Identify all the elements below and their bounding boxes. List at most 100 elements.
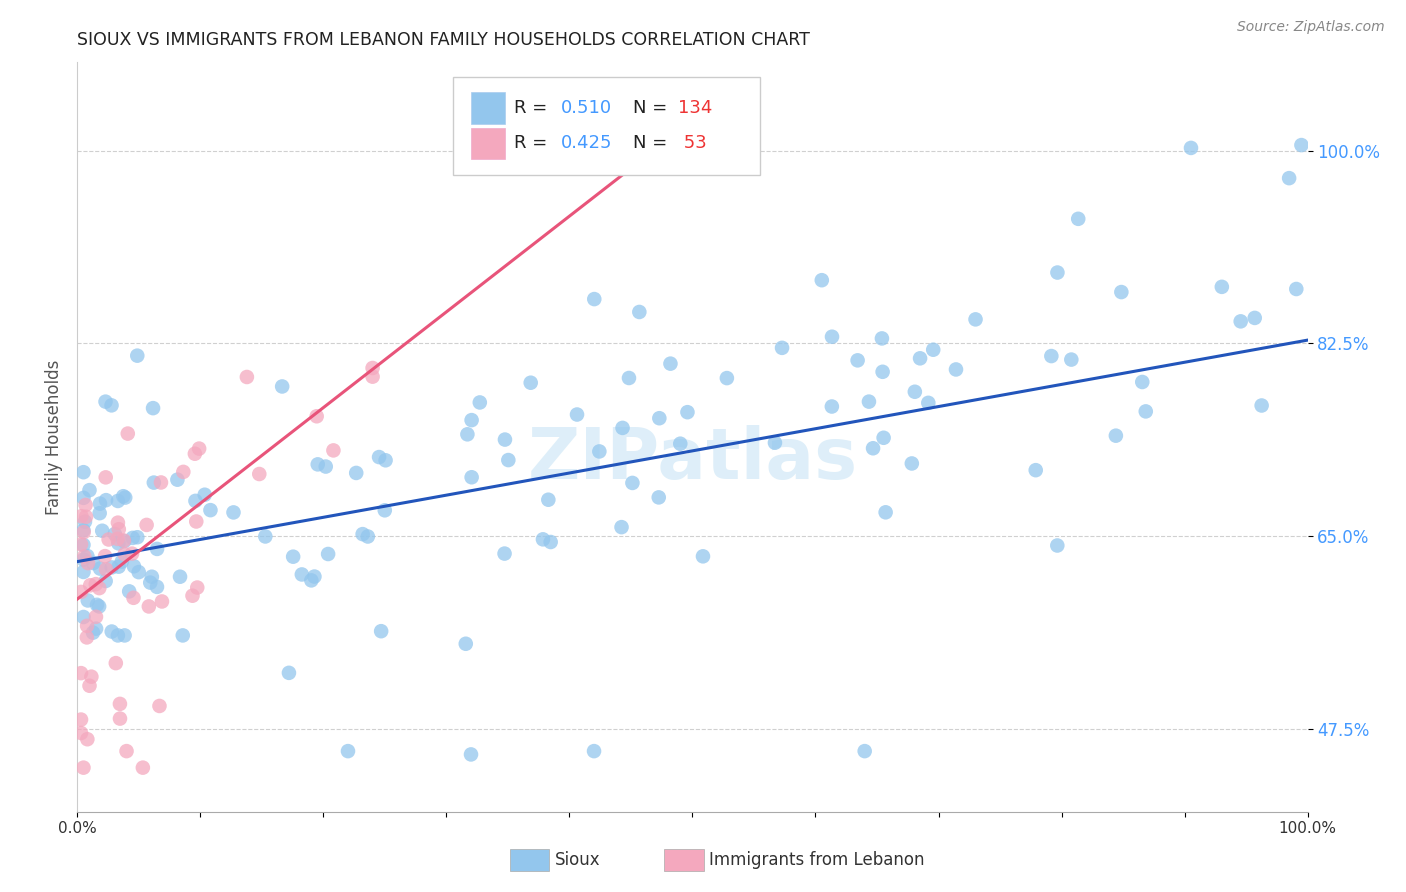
Text: ZIPatlas: ZIPatlas (527, 425, 858, 494)
Point (169, 570, 191, 584)
Point (374, 503, 396, 517)
Point (72, 465, 94, 479)
Point (107, 536, 129, 550)
Point (89, 506, 111, 520)
Point (922, 343, 945, 357)
Point (945, 362, 967, 376)
Point (115, 744, 138, 758)
Point (460, 470, 482, 484)
Point (76, 732, 98, 747)
Point (107, 532, 129, 546)
Point (122, 559, 145, 574)
Point (540, 535, 562, 549)
Point (79, 483, 101, 497)
Point (80, 670, 103, 684)
Point (494, 547, 516, 561)
Point (322, 443, 344, 458)
Point (108, 697, 131, 711)
Point (84, 609, 107, 624)
Point (337, 744, 360, 758)
Point (107, 494, 129, 508)
Point (82, 556, 104, 570)
Point (77, 556, 100, 570)
Point (716, 371, 738, 385)
Point (73, 515, 96, 529)
Point (763, 435, 786, 450)
Point (875, 505, 897, 519)
Point (127, 349, 149, 363)
Text: 53: 53 (678, 135, 706, 153)
Text: Source: ZipAtlas.com: Source: ZipAtlas.com (1237, 20, 1385, 34)
Point (370, 624, 392, 639)
Point (91, 524, 114, 538)
Point (917, 396, 939, 410)
Point (142, 475, 165, 490)
Point (194, 488, 217, 502)
Bar (471, 128, 506, 159)
Point (315, 459, 337, 474)
Point (76, 619, 98, 633)
Point (114, 547, 136, 561)
Point (97, 533, 120, 547)
Point (94, 574, 117, 588)
Point (146, 580, 169, 594)
Point (1067, 211, 1090, 226)
Point (821, 400, 844, 414)
Point (299, 574, 322, 588)
Point (1135, 404, 1157, 418)
Point (127, 530, 149, 544)
Point (186, 581, 208, 595)
Point (172, 465, 194, 479)
Point (104, 527, 127, 541)
Point (107, 522, 129, 536)
Point (872, 365, 894, 379)
Point (494, 433, 516, 447)
Point (1025, 463, 1047, 477)
Point (112, 534, 135, 549)
Point (89, 581, 111, 595)
Point (70, 713, 93, 727)
Point (117, 426, 139, 441)
Point (1046, 539, 1069, 553)
Point (617, 371, 640, 385)
Bar (471, 93, 506, 124)
Point (460, 747, 482, 762)
Point (100, 624, 122, 639)
Point (142, 401, 165, 416)
Point (456, 427, 478, 442)
Point (271, 379, 294, 393)
Point (583, 292, 606, 306)
Point (283, 549, 305, 564)
Point (121, 531, 143, 545)
Text: 0.510: 0.510 (561, 99, 612, 117)
Point (166, 473, 188, 487)
Point (118, 584, 141, 599)
Point (114, 628, 136, 642)
Point (82, 625, 104, 640)
Point (86, 598, 108, 612)
Point (588, 444, 610, 458)
Point (70, 537, 93, 551)
Point (628, 305, 651, 319)
Text: N =: N = (634, 135, 673, 153)
Point (361, 361, 384, 376)
Point (200, 503, 222, 517)
Text: 134: 134 (678, 99, 711, 117)
Text: Sioux: Sioux (555, 851, 600, 869)
Point (138, 599, 160, 614)
Point (352, 527, 374, 541)
Text: N =: N = (634, 99, 673, 117)
Point (107, 559, 129, 574)
Point (89, 561, 111, 575)
Point (72, 552, 94, 566)
Point (853, 744, 876, 758)
Point (305, 409, 328, 424)
Point (247, 467, 270, 481)
Point (75, 509, 97, 524)
Point (846, 353, 869, 368)
Point (901, 457, 924, 471)
Point (374, 453, 396, 467)
Point (84, 622, 107, 636)
Point (141, 570, 163, 584)
Point (357, 529, 380, 543)
